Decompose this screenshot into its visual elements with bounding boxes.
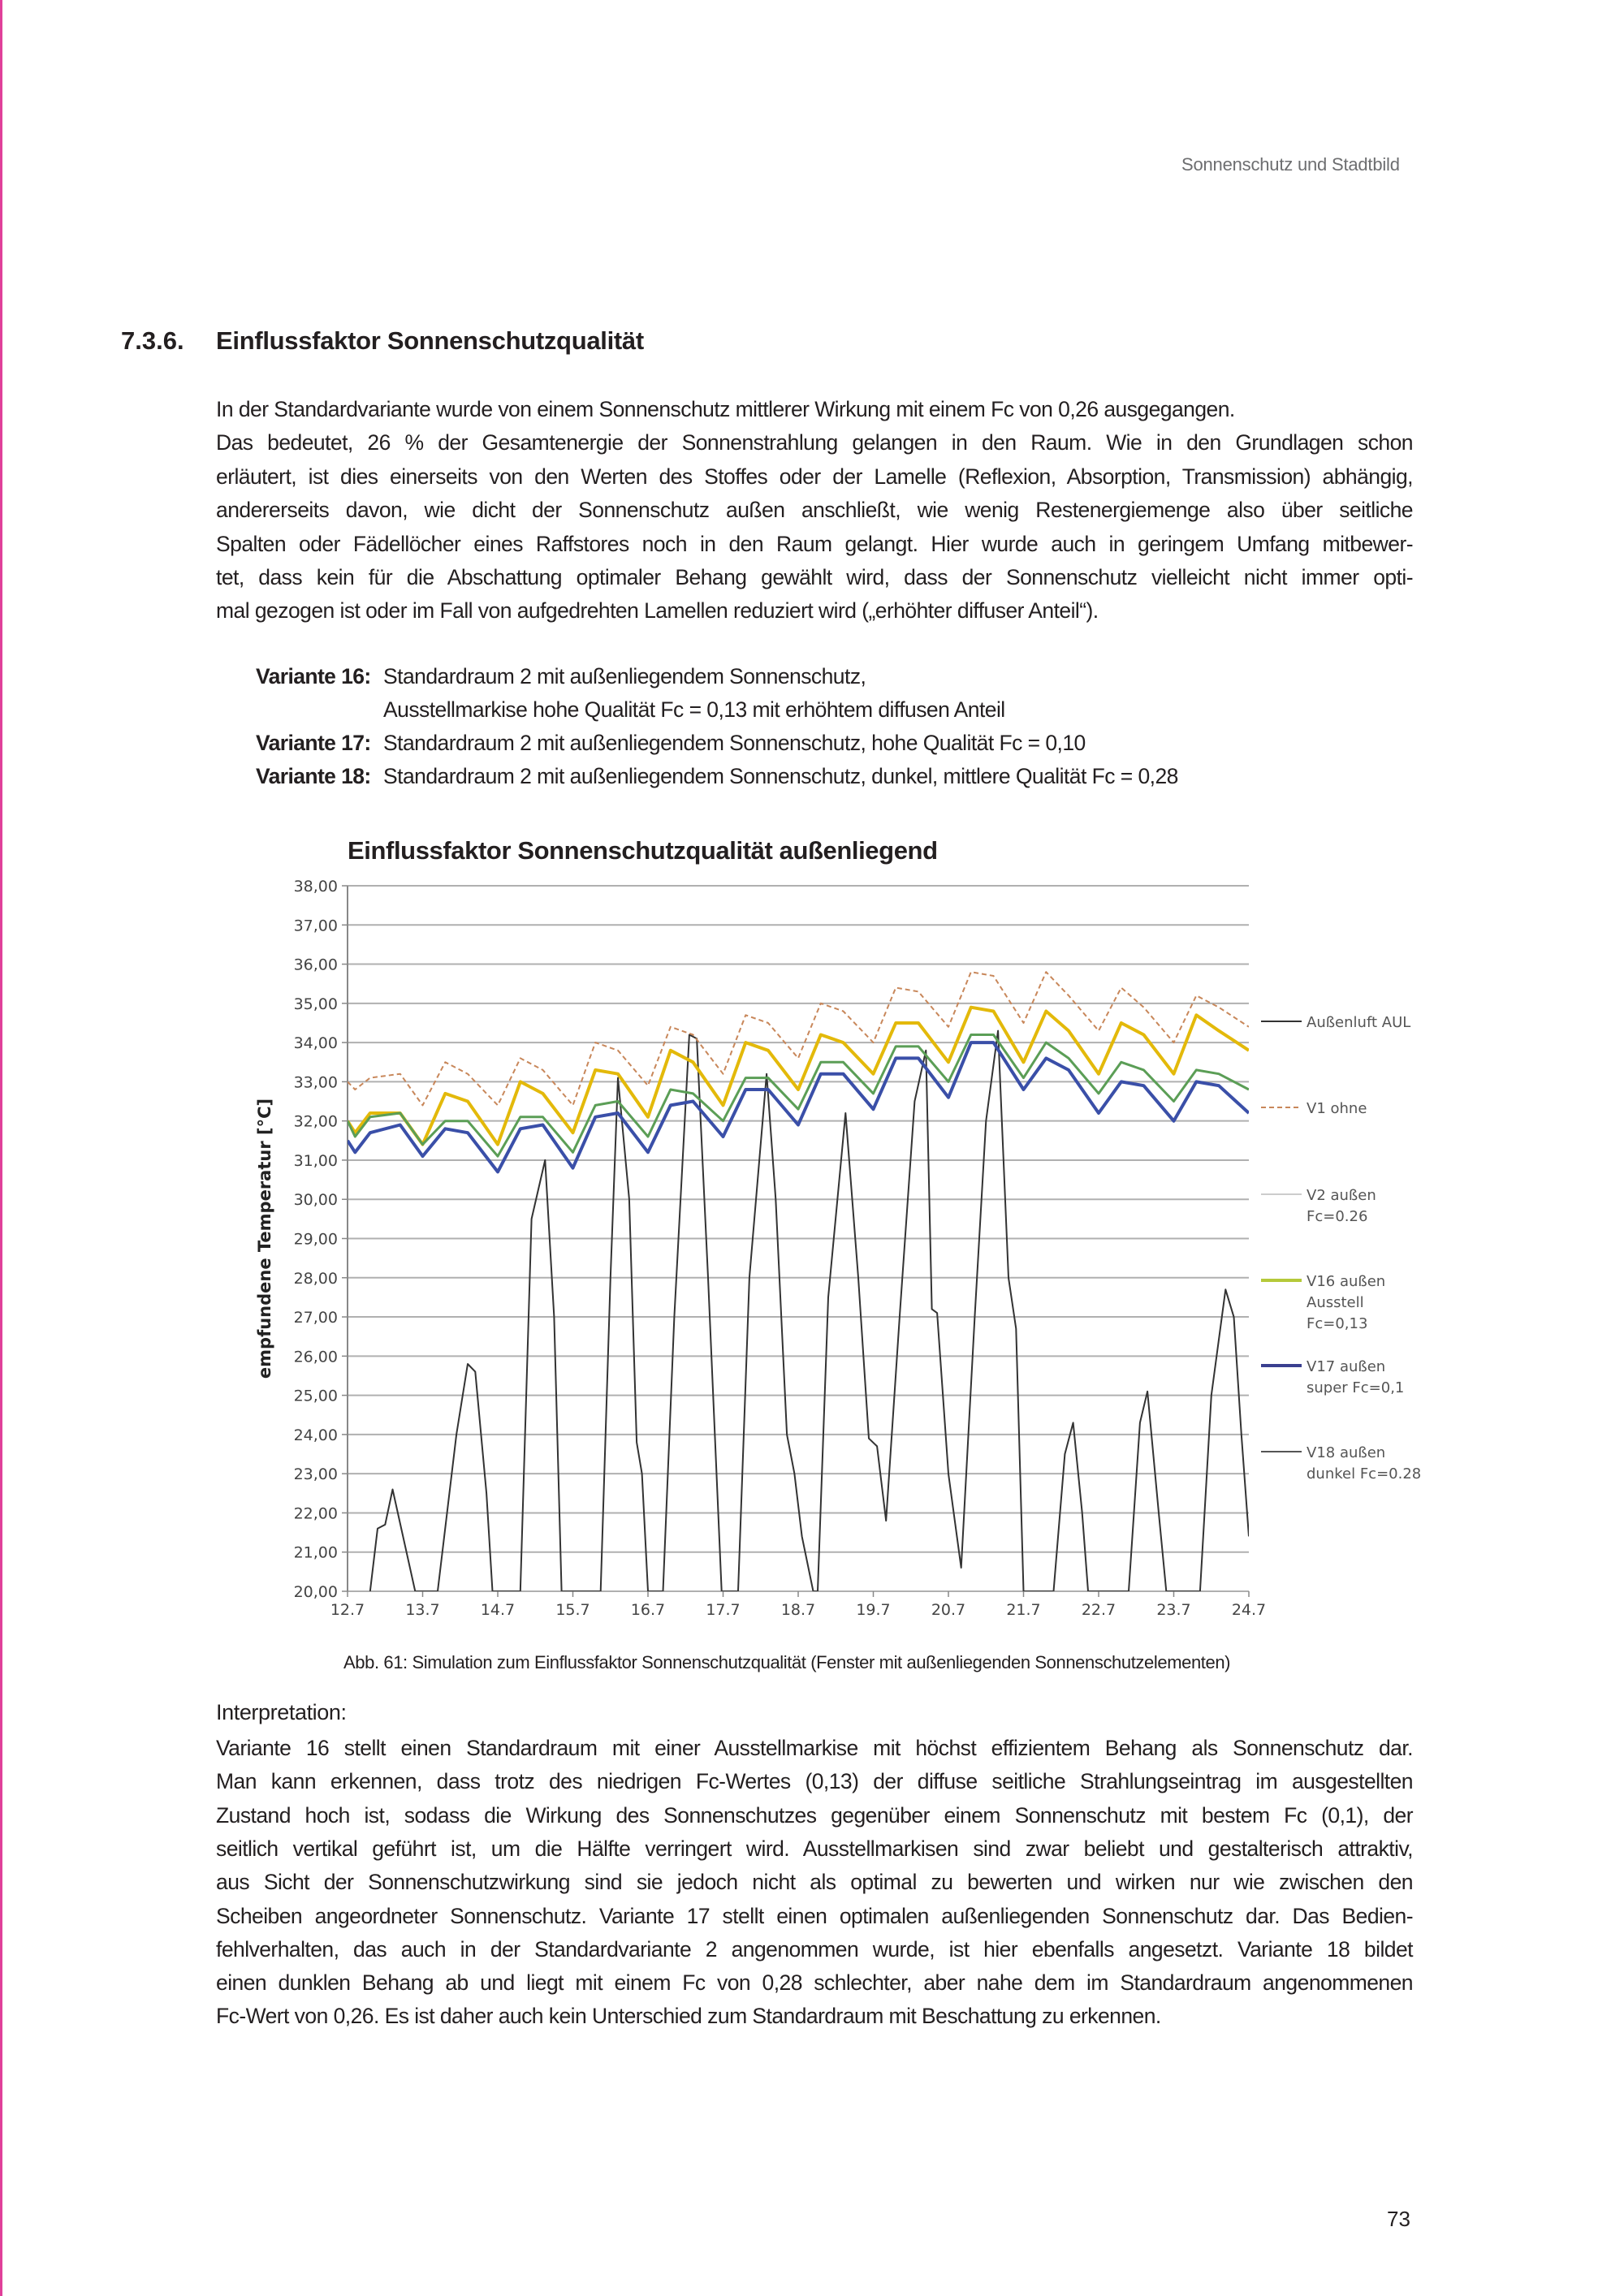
x-tick-label: 15.7 bbox=[555, 1601, 590, 1619]
y-tick-label: 37,00 bbox=[294, 917, 338, 934]
variant-text: Standardraum 2 mit außenliegendem Sonnen… bbox=[383, 764, 1178, 788]
x-tick-label: 14.7 bbox=[481, 1601, 515, 1619]
legend-label: super Fc=0,1 bbox=[1307, 1379, 1404, 1396]
x-tick-label: 20.7 bbox=[931, 1601, 965, 1619]
interpretation-line: seitlich vertikal geführt ist, um die Hä… bbox=[216, 1836, 1414, 1861]
x-tick-label: 24.7 bbox=[1232, 1601, 1266, 1619]
series-line-au-enluft-aul bbox=[369, 1029, 1249, 1591]
intro-line: Das bedeutet, 26 % der Gesamtenergie der… bbox=[216, 430, 1414, 455]
y-tick-label: 34,00 bbox=[294, 1034, 338, 1052]
series-line-v1-ohne bbox=[348, 971, 1249, 1107]
chart-title: Einflussfaktor Sonnenschutzqualität auße… bbox=[348, 836, 938, 865]
y-tick-label: 30,00 bbox=[294, 1191, 338, 1209]
section-number: 7.3.6. bbox=[121, 326, 184, 355]
legend-label: Ausstell bbox=[1307, 1294, 1364, 1311]
intro-line: In der Standardvariante wurde von einem … bbox=[216, 397, 1235, 421]
interpretation-line: fehlverhalten, das auch in der Standardv… bbox=[216, 1936, 1414, 1962]
intro-line: erläutert, ist dies einerseits von den W… bbox=[216, 464, 1414, 489]
interpretation-line: Zustand hoch ist, sodass die Wirkung des… bbox=[216, 1802, 1414, 1828]
y-tick-label: 25,00 bbox=[294, 1388, 338, 1405]
x-tick-label: 19.7 bbox=[856, 1601, 890, 1619]
variant-label: Variante 18: bbox=[256, 764, 371, 788]
interpretation-line: Fc-Wert von 0,26. Es ist daher auch kein… bbox=[216, 2004, 1161, 2029]
y-tick-label: 23,00 bbox=[294, 1465, 338, 1483]
legend-label: V16 außen bbox=[1307, 1273, 1385, 1290]
variant-text: Standardraum 2 mit außenliegendem Sonnen… bbox=[383, 664, 866, 688]
running-header: Sonnenschutz und Stadtbild bbox=[1181, 154, 1400, 175]
y-tick-label: 38,00 bbox=[294, 878, 338, 896]
interpretation-line: Man kann erkennen, dass trotz des niedri… bbox=[216, 1769, 1414, 1794]
y-tick-label: 22,00 bbox=[294, 1504, 338, 1522]
x-tick-label: 18.7 bbox=[781, 1601, 815, 1619]
y-tick-label: 27,00 bbox=[294, 1309, 338, 1327]
interpretation-line: Variante 16 stellt einen Standardraum mi… bbox=[216, 1736, 1414, 1760]
y-tick-label: 24,00 bbox=[294, 1426, 338, 1444]
intro-line: tet, dass kein für die Abschattung optim… bbox=[216, 565, 1414, 589]
figure-caption: Abb. 61: Simulation zum Einflussfaktor S… bbox=[343, 1652, 1231, 1672]
legend-label: Außenluft AUL bbox=[1307, 1014, 1410, 1031]
variant-text: Ausstellmarkise hohe Qualität Fc = 0,13 … bbox=[383, 697, 1005, 722]
interpretation-line: Scheiben angeordneter Sonnenschutz. Vari… bbox=[216, 1903, 1414, 1928]
variant-label: Variante 17: bbox=[256, 731, 371, 755]
x-tick-label: 22.7 bbox=[1082, 1601, 1116, 1619]
variant-label: Variante 16: bbox=[256, 664, 371, 688]
variant-text: Standardraum 2 mit außenliegendem Sonnen… bbox=[383, 731, 1086, 755]
intro-line: Spalten oder Fädellöcher eines Raffstore… bbox=[216, 531, 1414, 556]
y-tick-label: 31,00 bbox=[294, 1152, 338, 1170]
legend-label: V18 außen bbox=[1307, 1444, 1385, 1461]
y-tick-label: 28,00 bbox=[294, 1270, 338, 1288]
legend-label: Fc=0,13 bbox=[1307, 1315, 1367, 1332]
series-line-v2-au-en-fc-0-26 bbox=[348, 1034, 1249, 1158]
interpretation-line: aus Sicht der Sonnenschutzwirkung sind s… bbox=[216, 1870, 1414, 1895]
legend-label: Fc=0.26 bbox=[1307, 1208, 1367, 1225]
intro-line: andererseits davon, wie dicht der Sonnen… bbox=[216, 498, 1414, 523]
legend-label: dunkel Fc=0.28 bbox=[1307, 1465, 1421, 1482]
page-number: 73 bbox=[1387, 2207, 1410, 2231]
y-tick-label: 33,00 bbox=[294, 1073, 338, 1091]
x-tick-label: 16.7 bbox=[631, 1601, 665, 1619]
y-tick-label: 36,00 bbox=[294, 956, 338, 974]
x-tick-label: 12.7 bbox=[330, 1601, 365, 1619]
intro-line: mal gezogen ist oder im Fall von aufgedr… bbox=[216, 598, 1099, 624]
x-tick-label: 13.7 bbox=[405, 1601, 439, 1619]
y-axis-label: empfundene Temperatur [°C] bbox=[255, 1098, 274, 1379]
x-tick-label: 21.7 bbox=[1006, 1601, 1040, 1619]
legend-label: V17 außen bbox=[1307, 1358, 1385, 1375]
interpretation-heading: Interpretation: bbox=[216, 1700, 347, 1724]
y-tick-label: 21,00 bbox=[294, 1544, 338, 1562]
legend-label: V2 außen bbox=[1307, 1187, 1376, 1204]
series-line-v17-au-en-super-fc-0-1 bbox=[348, 1041, 1249, 1174]
y-tick-label: 20,00 bbox=[294, 1583, 338, 1601]
temperature-chart: 20,00 21,00 22,00 23,00 24,00 25,00 26,00 27,00… bbox=[255, 878, 1421, 1619]
x-tick-label: 23.7 bbox=[1156, 1601, 1190, 1619]
y-tick-label: 35,00 bbox=[294, 995, 338, 1013]
y-tick-label: 32,00 bbox=[294, 1113, 338, 1131]
section-title: Einflussfaktor Sonnenschutzqualität bbox=[216, 326, 644, 355]
legend-label: V1 ohne bbox=[1307, 1100, 1367, 1117]
interpretation-line: einen dunklen Behang ab und liegt mit ei… bbox=[216, 1970, 1414, 1996]
series-line-v16-au-en-ausstell-fc-0-13 bbox=[348, 1005, 1249, 1146]
x-tick-label: 17.7 bbox=[706, 1601, 740, 1619]
y-tick-label: 26,00 bbox=[294, 1348, 338, 1366]
y-tick-label: 29,00 bbox=[294, 1231, 338, 1249]
